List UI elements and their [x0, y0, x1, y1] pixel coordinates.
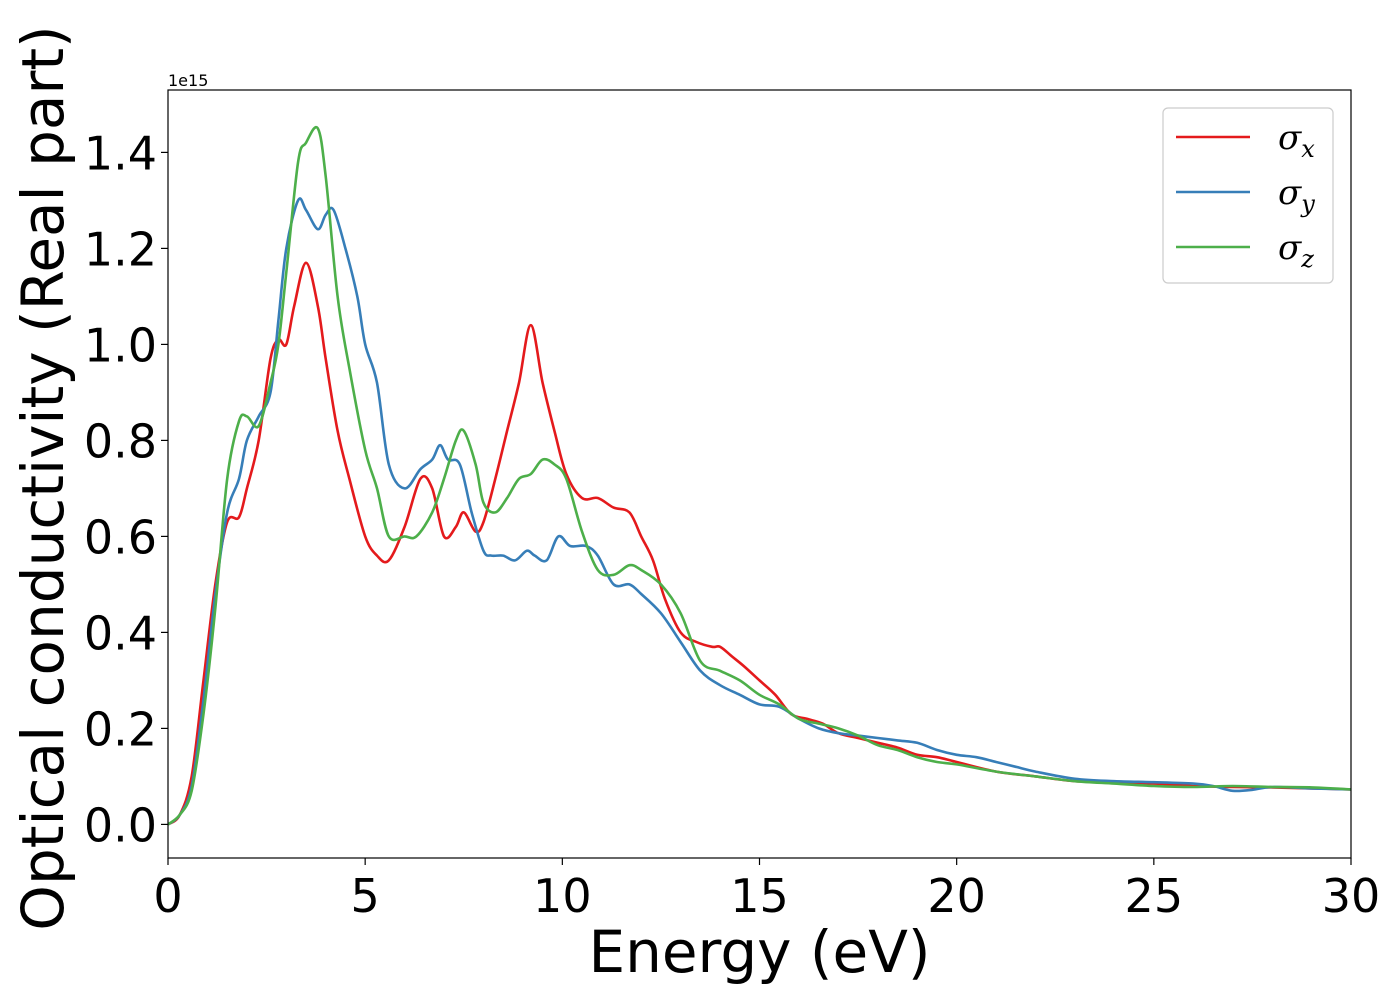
x-tick-label: 10 — [533, 869, 592, 923]
series-line-x — [168, 261, 1351, 826]
y-tick-label: 0.8 — [84, 414, 157, 468]
y-tick-label: 1.0 — [84, 318, 157, 372]
x-tick-label: 20 — [927, 869, 986, 923]
y-tick-label: 0.4 — [84, 606, 157, 660]
legend-label-x: σx — [1278, 118, 1315, 163]
x-tick-label: 30 — [1322, 869, 1381, 923]
legend: σx σy σz — [1162, 107, 1334, 284]
series-line-z — [168, 125, 1351, 826]
legend-box — [1162, 107, 1334, 284]
x-axis-ticks: 0 5 10 15 20 25 30 — [153, 858, 1380, 923]
x-tick-label: 15 — [730, 869, 789, 923]
y-tick-label: 1.4 — [84, 126, 157, 180]
series-layer — [168, 125, 1351, 826]
legend-label-y: σy — [1278, 173, 1315, 218]
legend-label-z: σz — [1278, 228, 1314, 273]
x-tick-label: 5 — [351, 869, 380, 923]
y-tick-label: 1.2 — [84, 222, 157, 276]
y-axis-label: Optical conductivity (Real part) — [9, 25, 77, 930]
series-line-y — [168, 197, 1351, 826]
x-tick-label: 0 — [153, 869, 182, 923]
y-offset-label: 1e15 — [168, 71, 208, 90]
y-tick-label: 0.0 — [84, 798, 157, 852]
x-tick-label: 25 — [1125, 869, 1184, 923]
y-axis-ticks: 0.0 0.2 0.4 0.6 0.8 1.0 1.2 1.4 — [84, 126, 168, 852]
y-tick-label: 0.2 — [84, 702, 157, 756]
x-axis-label: Energy (eV) — [588, 918, 930, 986]
y-tick-label: 0.6 — [84, 510, 157, 564]
